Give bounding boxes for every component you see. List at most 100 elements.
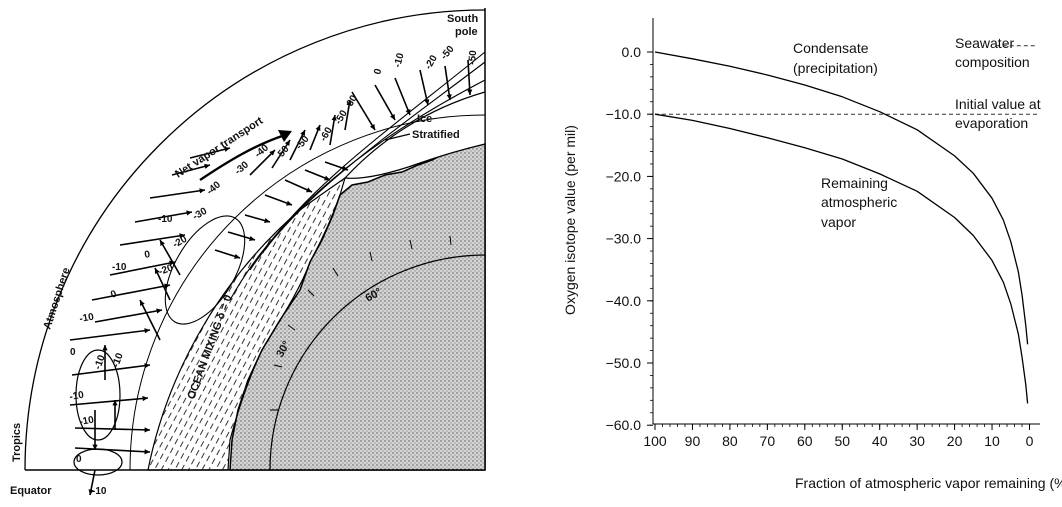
vapor-arrowhead (179, 233, 185, 239)
vapor-arrowhead (284, 140, 290, 146)
isotope-chart: 0.0−10.0−20.0−30.0−40.0−50.0−60.0 100 90 8… (562, 18, 1062, 491)
contour-label: -10 (112, 262, 127, 273)
vapor-arc-1 (129, 114, 486, 471)
contour-arc-c (264, 51, 486, 251)
contour-label: -10 (69, 390, 86, 403)
vapor-arrowhead (324, 175, 330, 181)
vapor-arrow (109, 261, 176, 276)
vapor-arrowhead (154, 268, 160, 274)
initial-label-2: evaporation (955, 115, 1028, 131)
x-tick-label: 30 (909, 433, 925, 449)
vapor-arrowhead (405, 109, 411, 115)
contour-label: -60 (343, 93, 360, 111)
contour-label: 0 (76, 454, 82, 465)
condensate-label-2: (precipitation) (793, 60, 878, 76)
y-axis-title: Oxygen isotope value (per mil) (562, 125, 578, 315)
vapor-arrow (74, 447, 151, 453)
vapor-arrowhead (315, 125, 321, 131)
vapor-arrow (149, 189, 206, 199)
y-tick-label: −30.0 (606, 231, 642, 247)
condensate-line (654, 51, 1029, 345)
x-tick-label: 10 (984, 433, 1000, 449)
vapor-arrowhead (156, 308, 162, 314)
contour-label: -50 (294, 133, 312, 151)
equator-label: Equator (10, 485, 52, 497)
vapor-arrowhead (331, 115, 337, 121)
vapor-arrow (139, 299, 161, 341)
y-tick-label: −10.0 (606, 106, 642, 122)
vapor-arrowhead (144, 449, 150, 455)
vapor-arrow (119, 234, 186, 246)
vapor-arrowhead (342, 165, 348, 171)
vapor-arrowhead (169, 260, 175, 266)
contour-label: -40 (253, 142, 271, 160)
isotope-diagram: 30° 60° South pole Equator -10 Tropics A… (10, 8, 486, 497)
contour-label: -30 (233, 159, 251, 177)
contour-label: -20 (157, 262, 175, 277)
vapor-arrowhead (102, 345, 108, 351)
net-vapor-label: Net vapor transport (173, 115, 265, 181)
y-ticks: 0.0 −10.0 −20.0 −30.0 −40.0 −50.0 −60.0 (606, 44, 653, 433)
tropics-loop (75, 349, 121, 441)
contour-label: -10 (92, 353, 107, 371)
contour-label: -10 (79, 312, 96, 325)
contour-label: -40 (205, 179, 223, 197)
latitude-circle (269, 254, 486, 471)
vapor-arrow (444, 65, 451, 101)
vapor-arrow (249, 149, 276, 176)
net-vapor-arrowhead (278, 130, 292, 142)
contour-label: 0 (372, 67, 384, 76)
vapor-arrow (271, 139, 291, 169)
x-tick-label: 100 (643, 433, 667, 449)
x-tick-label: 60 (797, 433, 813, 449)
vapor-line (654, 113, 1029, 404)
x-tick-label: 90 (685, 433, 701, 449)
contour-label: 0 (109, 288, 118, 300)
contour-label: -10 (79, 415, 96, 428)
equator-loop (73, 448, 123, 476)
vapor-arrow (159, 239, 181, 276)
tropics-label: Tropics (11, 423, 23, 462)
south-pole-label-2: pole (455, 26, 478, 38)
y-tick-label: 0.0 (622, 44, 642, 60)
atmosphere-label: Atmosphere (41, 266, 72, 331)
vapor-arrow (134, 211, 193, 223)
vapor-arrowhead (286, 200, 292, 206)
vapor-arrowhead (369, 124, 375, 130)
vapor-arrow (69, 329, 151, 341)
condensate-label-1: Condensate (793, 40, 869, 56)
vapor-arrow (171, 164, 211, 176)
vapor-arrowhead (88, 489, 94, 495)
contour-arc-a (229, 79, 486, 301)
x-tick-label: 80 (722, 433, 738, 449)
vapor-arrowhead (446, 94, 452, 100)
stratified-label: Stratified (412, 129, 460, 141)
y-tick-label: −40.0 (606, 293, 642, 309)
vapor-arrowhead (264, 218, 270, 224)
vapor-arrowhead (199, 188, 205, 194)
seawater-label-2: composition (955, 54, 1030, 70)
vapor-arrow (419, 69, 429, 106)
vapor-arrowhead (204, 163, 210, 169)
vapor-label-1: Remaining (821, 175, 888, 191)
vapor-arrowhead (390, 114, 395, 120)
contour-label: -50 (439, 43, 457, 61)
contour-label: -10 (110, 351, 125, 369)
y-tick-label: −20.0 (606, 168, 642, 184)
vapor-arrowhead (224, 146, 230, 152)
vapor-arrowhead (144, 427, 150, 433)
vapor-arrow (374, 84, 396, 121)
vapor-arrowhead (269, 150, 275, 156)
vapor-arrows (69, 59, 473, 496)
vapor-arrowhead (249, 235, 255, 241)
vapor-arrowhead (306, 187, 312, 193)
reference-lines (655, 45, 1038, 115)
contour-label: -50 (274, 143, 292, 161)
vapor-arrowhead (140, 300, 145, 306)
x-tick-label: 20 (947, 433, 963, 449)
vapor-arrowhead (144, 363, 150, 369)
vapor-arrowhead (142, 395, 148, 402)
vapor-arrowhead (467, 89, 473, 95)
contour-label: -30 (191, 206, 209, 223)
